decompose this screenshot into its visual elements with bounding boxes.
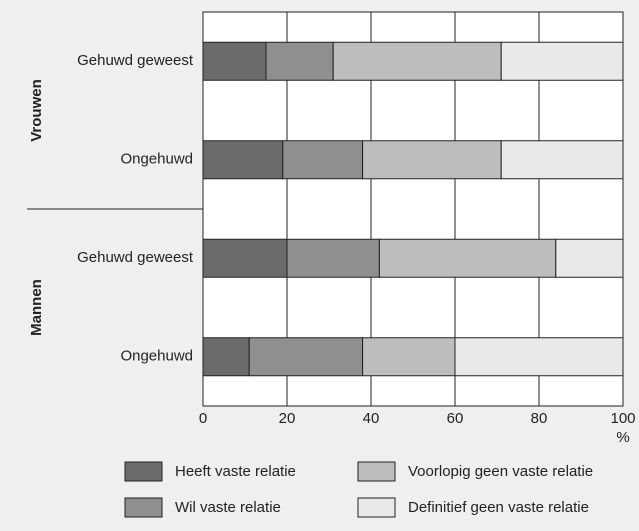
bar-segment [378,238,557,278]
bar-segment [500,41,624,81]
x-tick-label: 0 [199,410,207,427]
bar-segment [362,140,502,180]
y-tick-label: Gehuwd geweest [77,52,194,69]
bar-segment [555,238,624,278]
y-tick-label: Ongehuwd [120,151,193,168]
bar-segment [265,41,334,81]
y-tick-label: Ongehuwd [120,348,193,365]
bar-segment [202,238,288,278]
x-tick-label: 40 [363,410,380,427]
legend-label: Definitief geen vaste relatie [408,499,589,516]
x-tick-label: 100 [610,410,635,427]
x-tick-label: 20 [279,410,296,427]
bar-segment [248,337,364,377]
bar-segment [202,337,250,377]
legend-swatch [357,461,396,482]
legend-swatch [357,497,396,518]
bar-segment [202,41,267,81]
x-tick-label: 80 [531,410,548,427]
legend-swatch [124,461,163,482]
bar-segment [286,238,380,278]
bar-segment [362,337,456,377]
bar-segment [282,140,364,180]
legend-label: Heeft vaste relatie [175,463,296,480]
bar-segment [332,41,502,81]
x-axis-label: % [616,429,629,446]
bar-segment [454,337,624,377]
group-label: Mannen [28,279,45,336]
x-tick-label: 60 [447,410,464,427]
legend-label: Wil vaste relatie [175,499,281,516]
bar-segment [202,140,284,180]
legend-swatch [124,497,163,518]
group-label: Vrouwen [28,79,45,142]
legend-label: Voorlopig geen vaste relatie [408,463,593,480]
y-tick-label: Gehuwd geweest [77,249,194,266]
bar-segment [500,140,624,180]
